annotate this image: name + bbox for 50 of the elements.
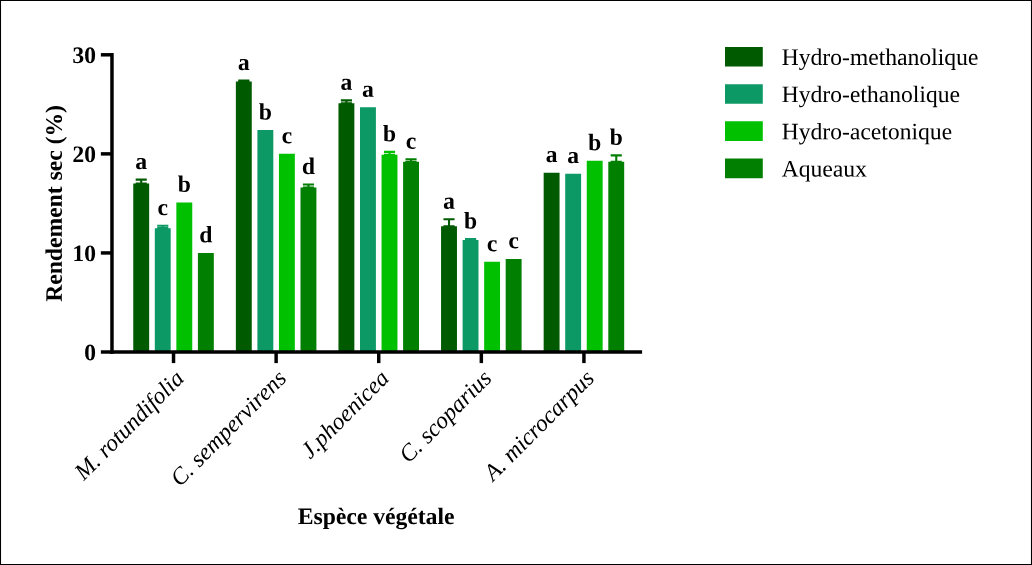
data-label: b <box>383 124 396 142</box>
y-tick-label: 0 <box>85 344 96 361</box>
data-label: c <box>282 132 292 144</box>
y-axis-title: Rendement sec (%) <box>45 106 67 302</box>
bar <box>154 228 171 352</box>
data-label: c <box>509 237 519 249</box>
legend-label: Hydro-methanolique <box>782 48 978 70</box>
bar <box>403 161 419 352</box>
y-tick-label: 30 <box>73 47 96 64</box>
legend-label: Hydro-acetonique <box>782 122 952 145</box>
data-label: c <box>158 203 168 216</box>
bar <box>257 130 274 352</box>
bar <box>565 173 582 352</box>
bar <box>133 183 150 352</box>
bar <box>176 202 193 352</box>
bar <box>608 161 625 352</box>
data-label: a <box>443 197 455 209</box>
data-label: d <box>200 225 213 243</box>
bar <box>300 187 317 352</box>
data-label: b <box>464 212 477 229</box>
data-label: a <box>546 151 558 163</box>
data-label: a <box>341 78 352 91</box>
data-label: a <box>238 58 250 71</box>
bar <box>462 240 479 352</box>
bar <box>543 172 560 352</box>
bar <box>197 252 214 352</box>
data-label: a <box>136 157 147 170</box>
data-label: b <box>609 128 622 145</box>
data-label: c <box>406 137 416 149</box>
data-label: b <box>259 103 271 120</box>
legend-label: Aqueaux <box>781 160 867 182</box>
data-label: b <box>178 175 190 193</box>
data-label: b <box>588 133 601 151</box>
bar <box>484 261 501 352</box>
y-tick-label: 20 <box>73 146 96 163</box>
bar <box>338 103 355 352</box>
data-label: d <box>302 157 315 175</box>
y-tick-label: 10 <box>74 245 96 262</box>
bar <box>505 258 522 352</box>
bar <box>278 153 295 352</box>
bar <box>235 81 252 352</box>
legend-label: Hydro-ethanolique <box>782 85 960 108</box>
x-axis-title: Espèce végétale <box>298 507 454 530</box>
bar <box>360 107 376 352</box>
data-label: c <box>487 240 497 252</box>
bar <box>441 226 457 352</box>
bar <box>586 160 603 352</box>
data-label: a <box>362 85 374 97</box>
bar <box>381 154 398 352</box>
data-label: a <box>568 152 579 164</box>
